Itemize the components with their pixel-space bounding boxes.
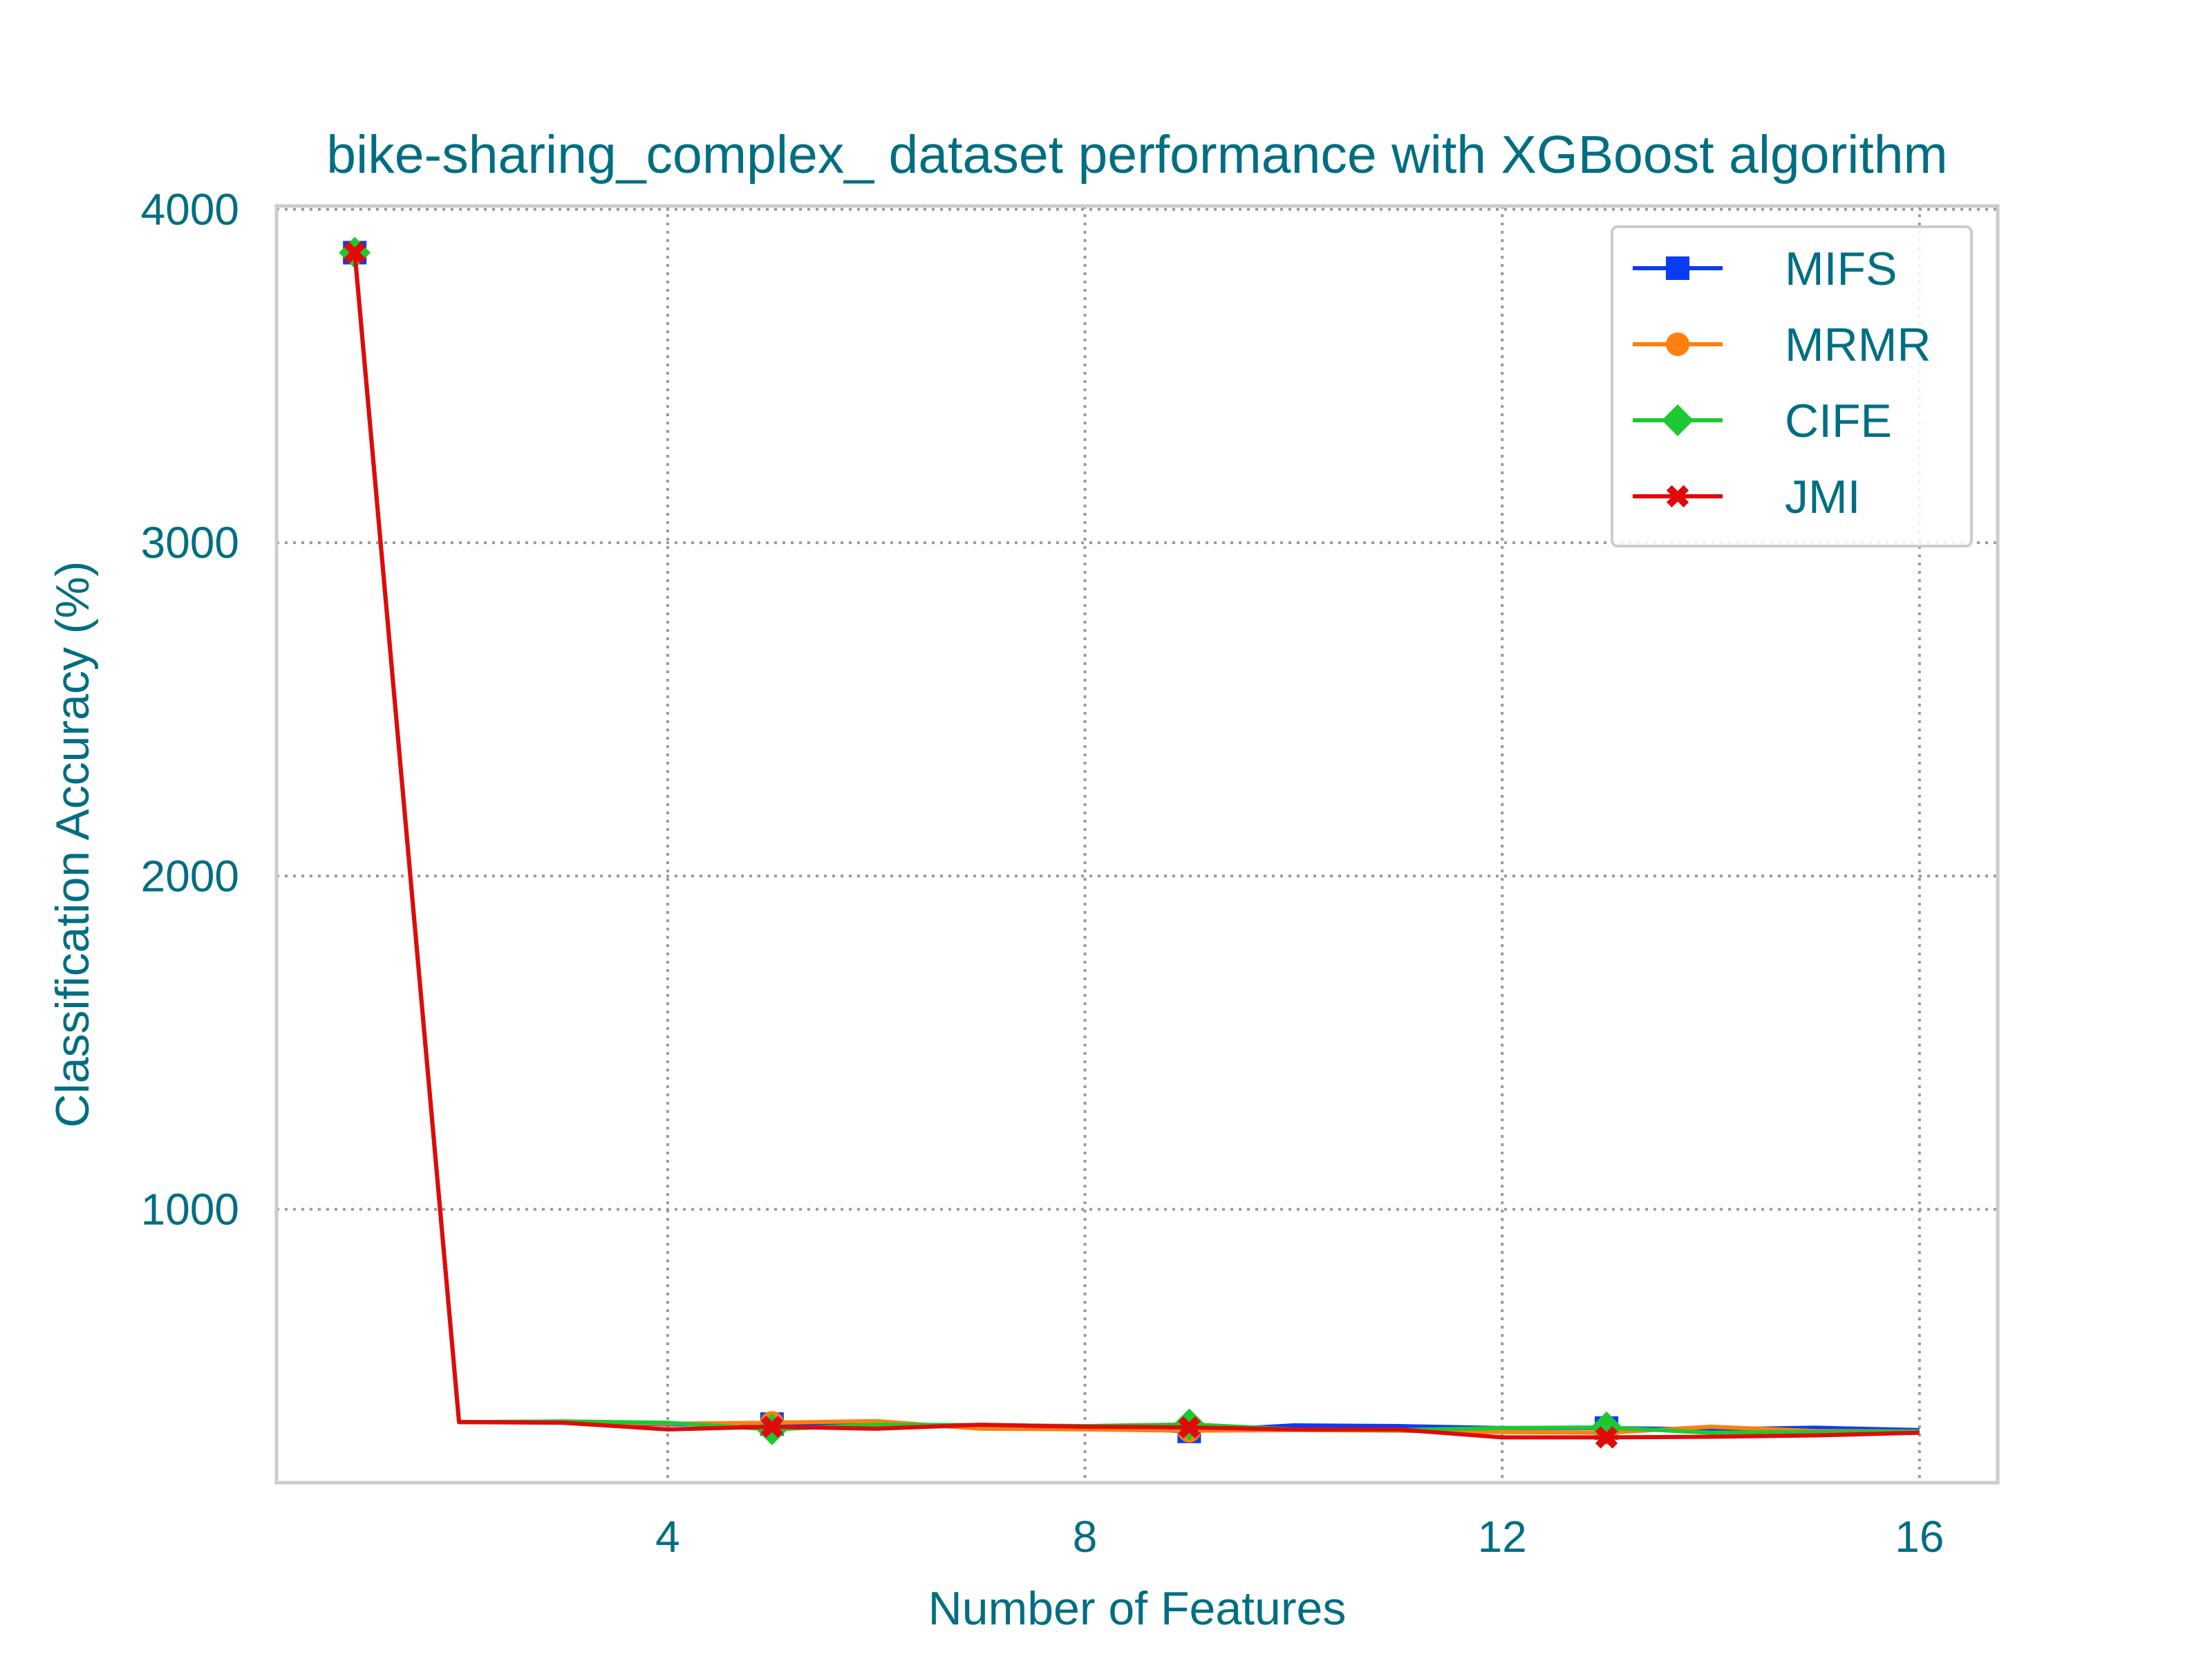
x-tick-label: 8 [1073,1512,1098,1562]
series-line-jmi [353,252,1920,1440]
data-point-jmi [344,241,366,264]
legend-item-mrmr: MRMR [1633,319,1931,371]
legend-item-mifs: MIFS [1633,243,1897,295]
legend-marker-jmi [1666,485,1689,508]
grid [276,206,1998,1483]
legend-item-jmi: JMI [1633,471,1861,523]
plot-frame [274,204,2000,1485]
tick-labels: 4 8 12 16 1000 2000 3000 4000 [141,185,1944,1562]
chart-title: bike-sharing_complex_ dataset performanc… [326,125,1947,185]
legend-label-mifs: MIFS [1785,243,1897,295]
x-tick-label: 4 [655,1512,680,1562]
x-tick-label: 16 [1895,1512,1944,1562]
legend-label-mrmr: MRMR [1785,319,1931,371]
legend-marker-cife [1662,404,1694,436]
x-tick-label: 12 [1478,1512,1527,1562]
data-point-jmi [1595,1426,1618,1449]
series-jmi [344,241,1920,1449]
y-tick-label: 4000 [141,185,239,234]
data-point-jmi [760,1415,783,1438]
data-point-jmi [1178,1416,1201,1439]
legend-marker-mifs [1666,256,1689,280]
y-tick-label: 3000 [141,518,239,568]
legend-marker-mrmr [1666,332,1689,356]
y-tick-label: 1000 [141,1185,239,1235]
x-axis-label: Number of Features [928,1582,1347,1635]
legend-label-jmi: JMI [1785,471,1861,523]
series-group [339,236,1920,1449]
y-tick-label: 2000 [141,851,239,901]
legend-item-cife: CIFE [1633,395,1892,447]
legend-box [1611,225,1973,547]
legend: MIFS MRMR CIFE JMI [1611,225,1973,547]
y-axis-label: Classification Accuracy (%) [46,561,99,1127]
legend-label-cife: CIFE [1785,395,1892,447]
